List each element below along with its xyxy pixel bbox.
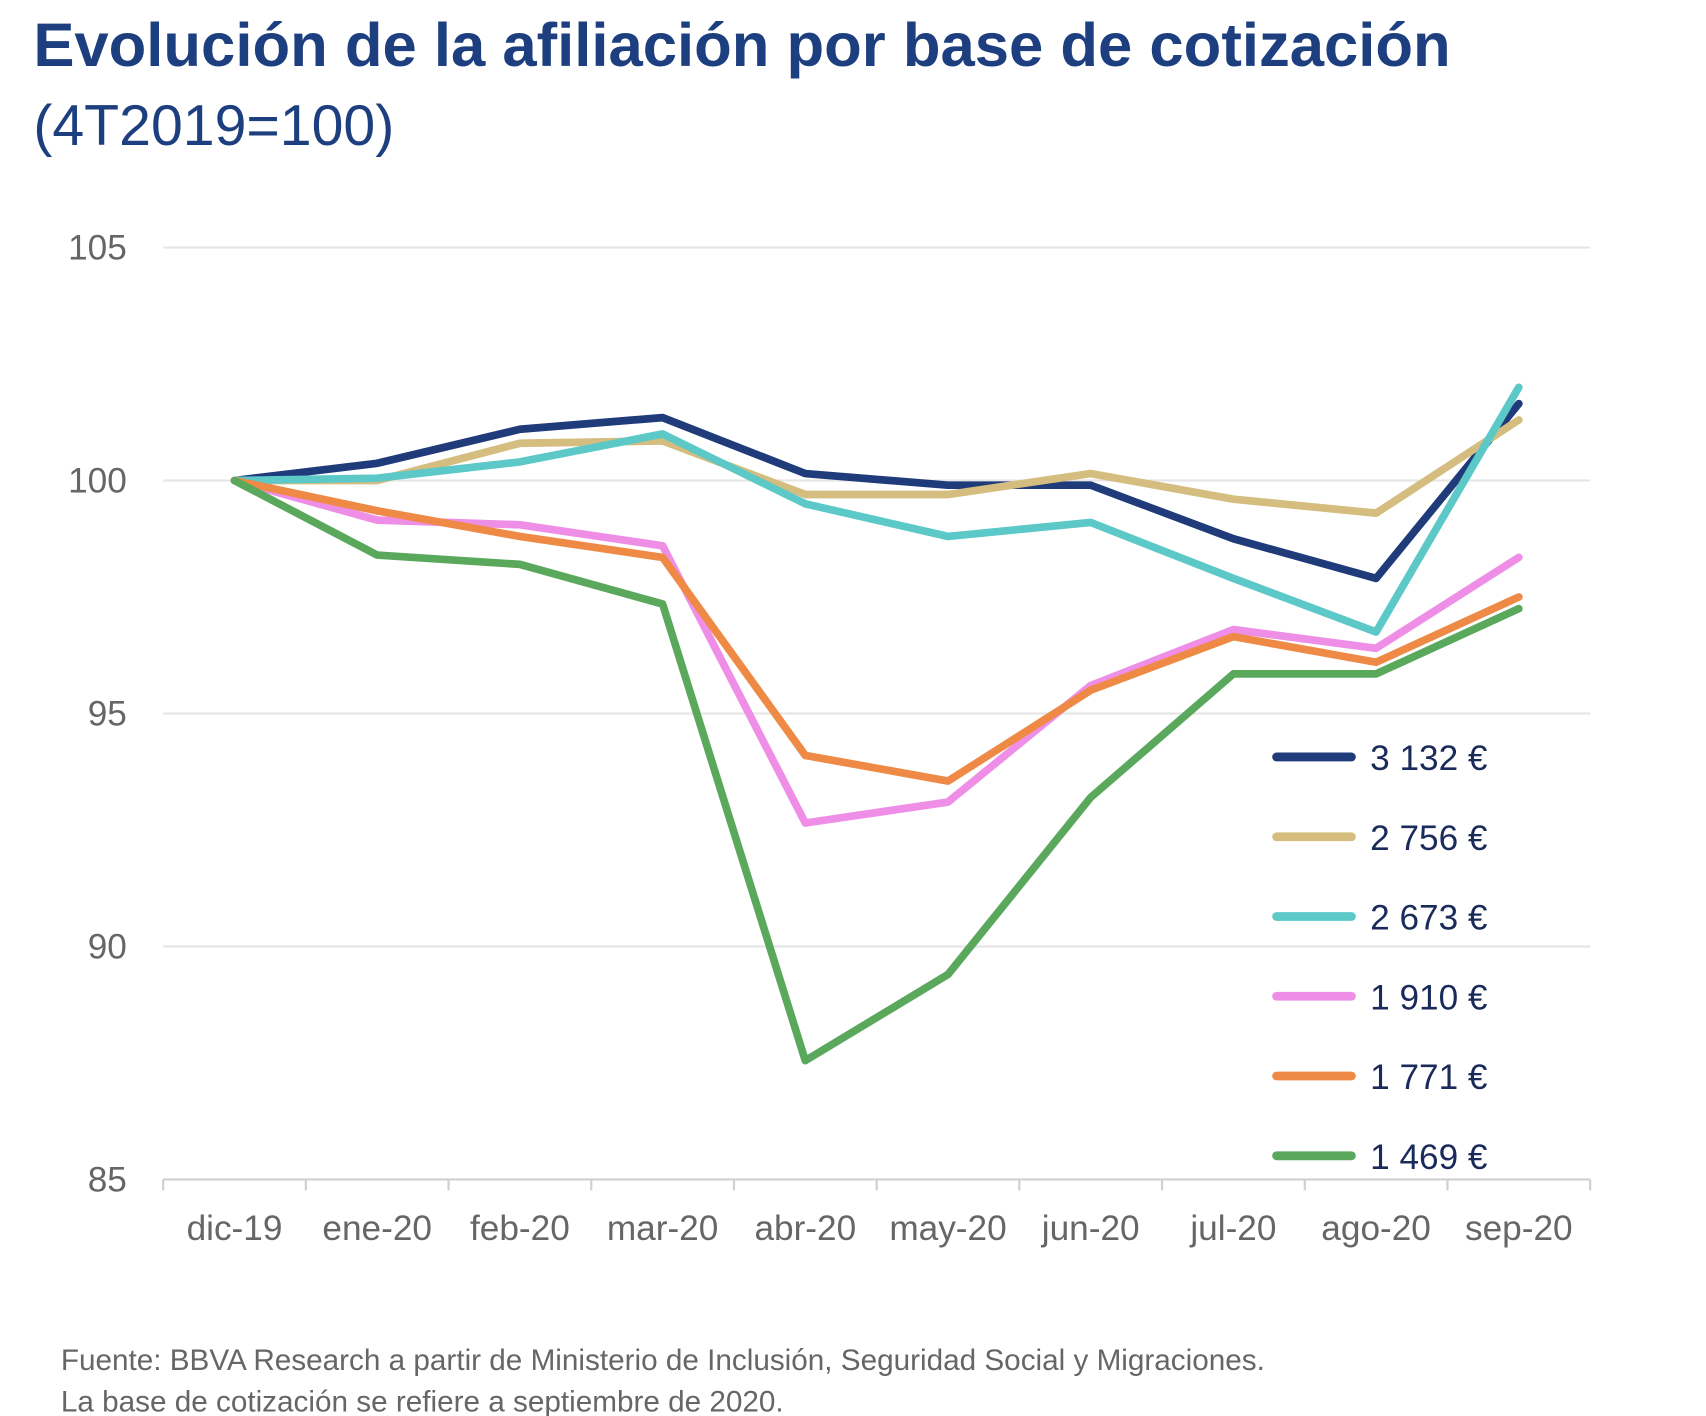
- x-tick-label: abr-20: [754, 1209, 856, 1248]
- x-tick-label: may-20: [889, 1209, 1006, 1248]
- legend: 3 132 € 2 756 € 2 673 € 1 910 € 1 771 € 1 469…: [1272, 739, 1488, 1177]
- legend-label: 3 132 €: [1370, 739, 1488, 778]
- y-tick-label: 100: [68, 462, 127, 501]
- series-line-5: [230, 476, 1523, 1065]
- x-tick-label: jul-20: [1189, 1209, 1276, 1248]
- y-tick-label: 95: [88, 695, 127, 734]
- chart-subtitle: (4T2019=100): [33, 94, 394, 158]
- x-tick-label: feb-20: [470, 1209, 570, 1248]
- y-tick-label: 105: [68, 229, 127, 268]
- series-line-4: [230, 476, 1523, 785]
- x-tick-label: dic-19: [187, 1209, 283, 1248]
- legend-label: 1 469 €: [1370, 1138, 1488, 1177]
- y-axis-ticks: 105 100 95 90 85: [68, 229, 127, 1200]
- x-tick-label: jun-20: [1041, 1209, 1140, 1248]
- chart-title: Evolución de la afiliación por base de c…: [33, 11, 1450, 80]
- legend-label: 1 910 €: [1370, 978, 1488, 1017]
- series-line-1: [230, 416, 1523, 517]
- source-note: Fuente: BBVA Research a partir de Minist…: [61, 1344, 1265, 1377]
- x-tick-label: ene-20: [322, 1209, 432, 1248]
- x-tick-label: mar-20: [607, 1209, 718, 1248]
- x-tick-label: sep-20: [1465, 1209, 1573, 1248]
- legend-label: 2 673 €: [1370, 899, 1488, 938]
- series-line-0: [230, 399, 1523, 583]
- gridlines: [163, 246, 1591, 948]
- legend-label: 2 756 €: [1370, 819, 1488, 858]
- base-note: La base de cotización se refiere a septi…: [61, 1386, 784, 1416]
- x-axis: dic-19 ene-20 feb-20 mar-20 abr-20 may-20 jun-…: [162, 1178, 1592, 1248]
- y-tick-label: 85: [88, 1161, 127, 1200]
- series-lines: [230, 383, 1523, 1065]
- legend-label: 1 771 €: [1370, 1058, 1488, 1097]
- series-line-2: [230, 383, 1523, 636]
- y-tick-label: 90: [88, 928, 127, 967]
- x-tick-label: ago-20: [1321, 1209, 1431, 1248]
